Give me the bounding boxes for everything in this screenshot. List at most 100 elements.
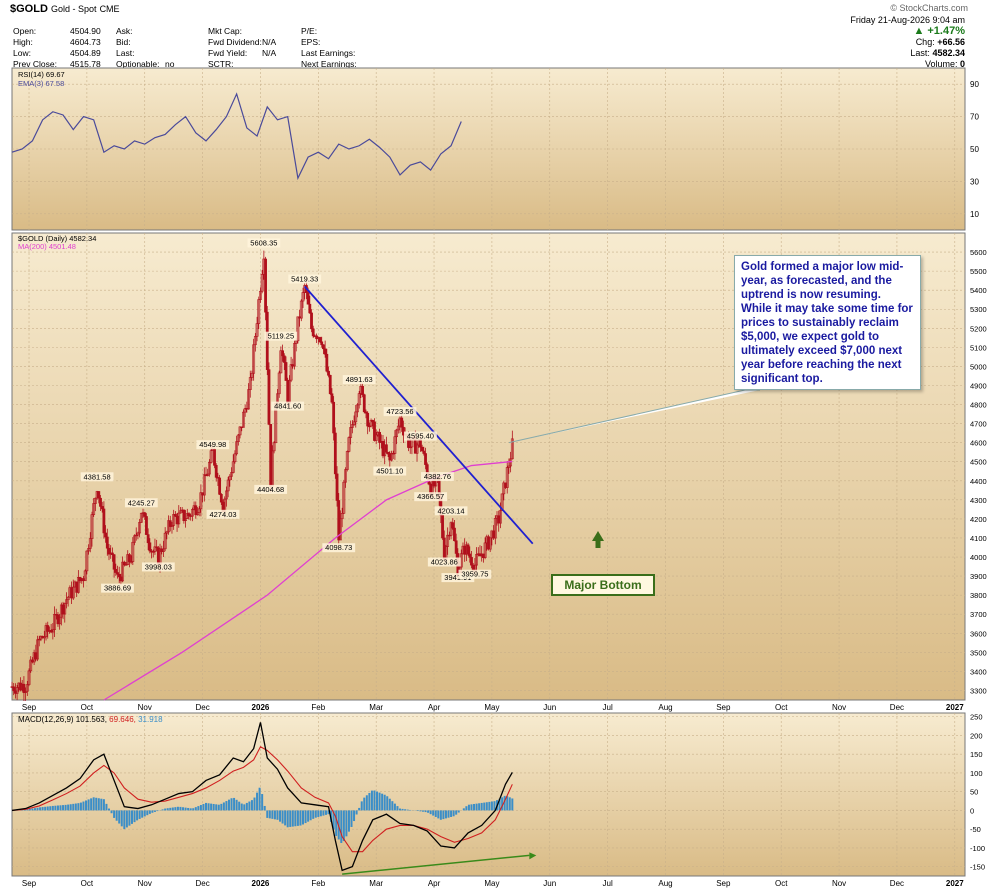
macd-histogram-bar: [365, 795, 368, 811]
macd-histogram-bar: [205, 802, 208, 811]
candle-body: [139, 512, 143, 523]
candle-body: [138, 522, 142, 534]
price-tick-label: 4100: [970, 534, 987, 543]
candle-body: [82, 578, 85, 582]
macd-histogram-bar: [406, 809, 409, 811]
macd-histogram-bar: [125, 810, 128, 828]
price-label: 4595.40: [407, 432, 434, 441]
macd-histogram-bar: [312, 810, 315, 819]
price-tick-label: 5000: [970, 362, 987, 371]
candle-body: [148, 542, 152, 552]
macd-histogram-bar: [302, 810, 305, 825]
candle-body: [153, 546, 157, 552]
candle-body: [201, 492, 205, 496]
price-label: 4382.76: [424, 472, 451, 481]
candle-body: [265, 311, 269, 370]
macd-histogram-bar: [174, 807, 177, 811]
candle-body: [296, 316, 300, 342]
x-tick-label: May: [484, 703, 499, 712]
quote-value-2-1: N/A: [262, 37, 277, 47]
price-label: 4203.14: [437, 506, 464, 515]
candle-body: [122, 561, 126, 566]
macd-histogram-bar: [340, 810, 343, 843]
candle-body: [196, 512, 199, 516]
macd-histogram-bar: [322, 810, 325, 816]
macd-histogram-bar: [498, 798, 501, 811]
candle-body: [493, 518, 497, 539]
quote-label-3-0: P/E:: [301, 26, 318, 36]
x-tick-label: Mar: [369, 879, 383, 888]
candle-body: [228, 475, 232, 481]
candle-body: [87, 548, 90, 552]
x-tick-label: Aug: [658, 879, 672, 888]
macd-histogram-bar: [261, 794, 264, 811]
candle-body: [15, 687, 19, 694]
macd-histogram-bar: [245, 802, 248, 811]
x-tick-label: Nov: [832, 879, 846, 888]
rsi-line: [11, 92, 462, 181]
macd-histogram-bar: [182, 807, 185, 811]
candle-body: [194, 505, 198, 516]
macd-tick-label: 250: [970, 713, 983, 722]
price-label: 4549.98: [199, 440, 226, 449]
macd-histogram-bar: [151, 810, 154, 813]
candle-body: [146, 534, 150, 544]
macd-histogram-bar: [319, 810, 322, 817]
x-tick-label: Feb: [311, 879, 325, 888]
macd-histogram-bar: [248, 801, 251, 811]
macd-histogram-bar: [416, 810, 419, 812]
macd-histogram-bar: [72, 803, 75, 811]
price-tick-label: 5600: [970, 248, 987, 257]
candle-body: [350, 424, 354, 428]
macd-tick-label: -150: [970, 863, 985, 872]
macd-histogram-bar: [243, 804, 246, 811]
macd-histogram-bar: [493, 801, 496, 811]
candle-body: [470, 557, 473, 566]
macd-histogram-bar: [110, 810, 113, 814]
macd-histogram-bar: [299, 810, 302, 826]
candle-body: [238, 426, 242, 436]
macd-histogram-bar: [133, 810, 136, 823]
price-label: 3886.69: [104, 584, 131, 593]
macd-histogram-bar: [95, 797, 98, 811]
price-label-bg: [427, 557, 461, 567]
macd-histogram-bar: [222, 802, 225, 811]
candle-body: [179, 510, 182, 514]
macd-histogram-bar: [490, 801, 493, 811]
date-line: Friday 21-Aug-2026 9:04 am: [850, 15, 965, 25]
macd-histogram-bar: [332, 810, 335, 830]
macd-histogram-bar: [105, 803, 108, 811]
macd-histogram-bar: [97, 798, 100, 811]
candle-body: [323, 348, 327, 355]
candle-body: [272, 442, 276, 452]
candle-body: [218, 477, 222, 495]
candle-body: [19, 682, 22, 691]
candle-body: [70, 587, 73, 599]
macd-histogram-bar: [87, 799, 90, 811]
macd-histogram-bar: [92, 797, 95, 811]
candle-body: [373, 421, 376, 441]
macd-histogram-bar: [401, 808, 404, 811]
change-percent: ▲ +1.47%: [913, 25, 965, 37]
macd-histogram-bar: [77, 803, 80, 811]
macd-histogram-bar: [79, 802, 82, 811]
candle-body: [257, 299, 261, 324]
price-label: 4501.10: [376, 467, 403, 476]
macd-histogram-bar: [307, 810, 310, 822]
price-legend: MA(200) 4501.48: [18, 242, 76, 251]
macd-histogram-bar: [373, 790, 376, 811]
macd-histogram-bar: [49, 806, 52, 811]
candle-body: [446, 534, 450, 547]
macd-histogram-bar: [179, 806, 182, 811]
candle-body: [347, 437, 351, 452]
candle-body: [367, 425, 371, 428]
macd-histogram-bar: [324, 810, 327, 815]
candle-body: [155, 546, 159, 549]
macd-histogram-bar: [404, 809, 407, 811]
candle-body: [293, 343, 296, 367]
candle-body: [388, 453, 392, 461]
candle-body: [366, 412, 370, 427]
candle-body: [337, 500, 341, 541]
candle-body: [56, 614, 60, 625]
